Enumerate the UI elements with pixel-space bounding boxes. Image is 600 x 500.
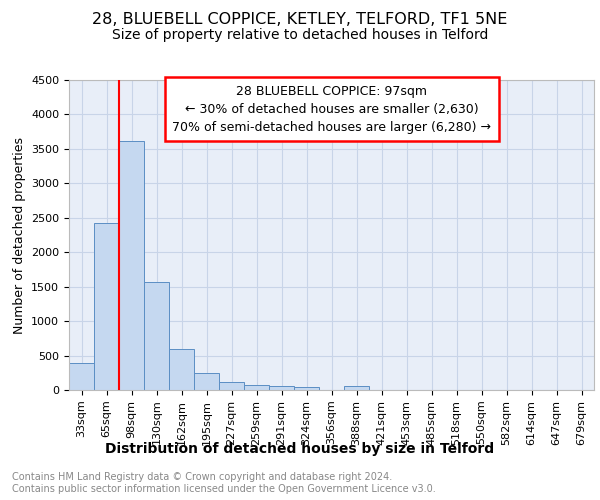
Bar xyxy=(144,282,169,390)
Text: 28, BLUEBELL COPPICE, KETLEY, TELFORD, TF1 5NE: 28, BLUEBELL COPPICE, KETLEY, TELFORD, T… xyxy=(92,12,508,28)
Bar xyxy=(119,140,144,390)
Bar xyxy=(219,382,244,390)
Y-axis label: Number of detached properties: Number of detached properties xyxy=(13,136,26,334)
Bar xyxy=(294,387,319,390)
Bar xyxy=(244,385,269,390)
Bar xyxy=(344,386,369,390)
Bar xyxy=(194,374,219,390)
Text: Distribution of detached houses by size in Telford: Distribution of detached houses by size … xyxy=(106,442,494,456)
Text: Contains HM Land Registry data © Crown copyright and database right 2024.
Contai: Contains HM Land Registry data © Crown c… xyxy=(12,472,436,494)
Bar xyxy=(269,386,294,390)
Bar xyxy=(94,224,119,390)
Bar xyxy=(169,348,194,390)
Text: Size of property relative to detached houses in Telford: Size of property relative to detached ho… xyxy=(112,28,488,42)
Text: 28 BLUEBELL COPPICE: 97sqm
← 30% of detached houses are smaller (2,630)
70% of s: 28 BLUEBELL COPPICE: 97sqm ← 30% of deta… xyxy=(172,84,491,134)
Bar xyxy=(69,363,94,390)
